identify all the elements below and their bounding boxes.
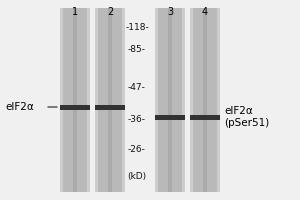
Text: 1: 1 <box>72 7 78 17</box>
Text: -36-: -36- <box>128 114 146 123</box>
Text: -26-: -26- <box>128 146 146 154</box>
Text: (kD): (kD) <box>128 171 147 180</box>
Text: 4: 4 <box>202 7 208 17</box>
Text: eIF2α
(pSer51): eIF2α (pSer51) <box>224 106 269 128</box>
Text: -118-: -118- <box>125 23 149 32</box>
Text: -85-: -85- <box>128 46 146 54</box>
Text: -47-: -47- <box>128 84 146 92</box>
Text: 2: 2 <box>107 7 113 17</box>
Text: eIF2α: eIF2α <box>5 102 34 112</box>
Text: 3: 3 <box>167 7 173 17</box>
